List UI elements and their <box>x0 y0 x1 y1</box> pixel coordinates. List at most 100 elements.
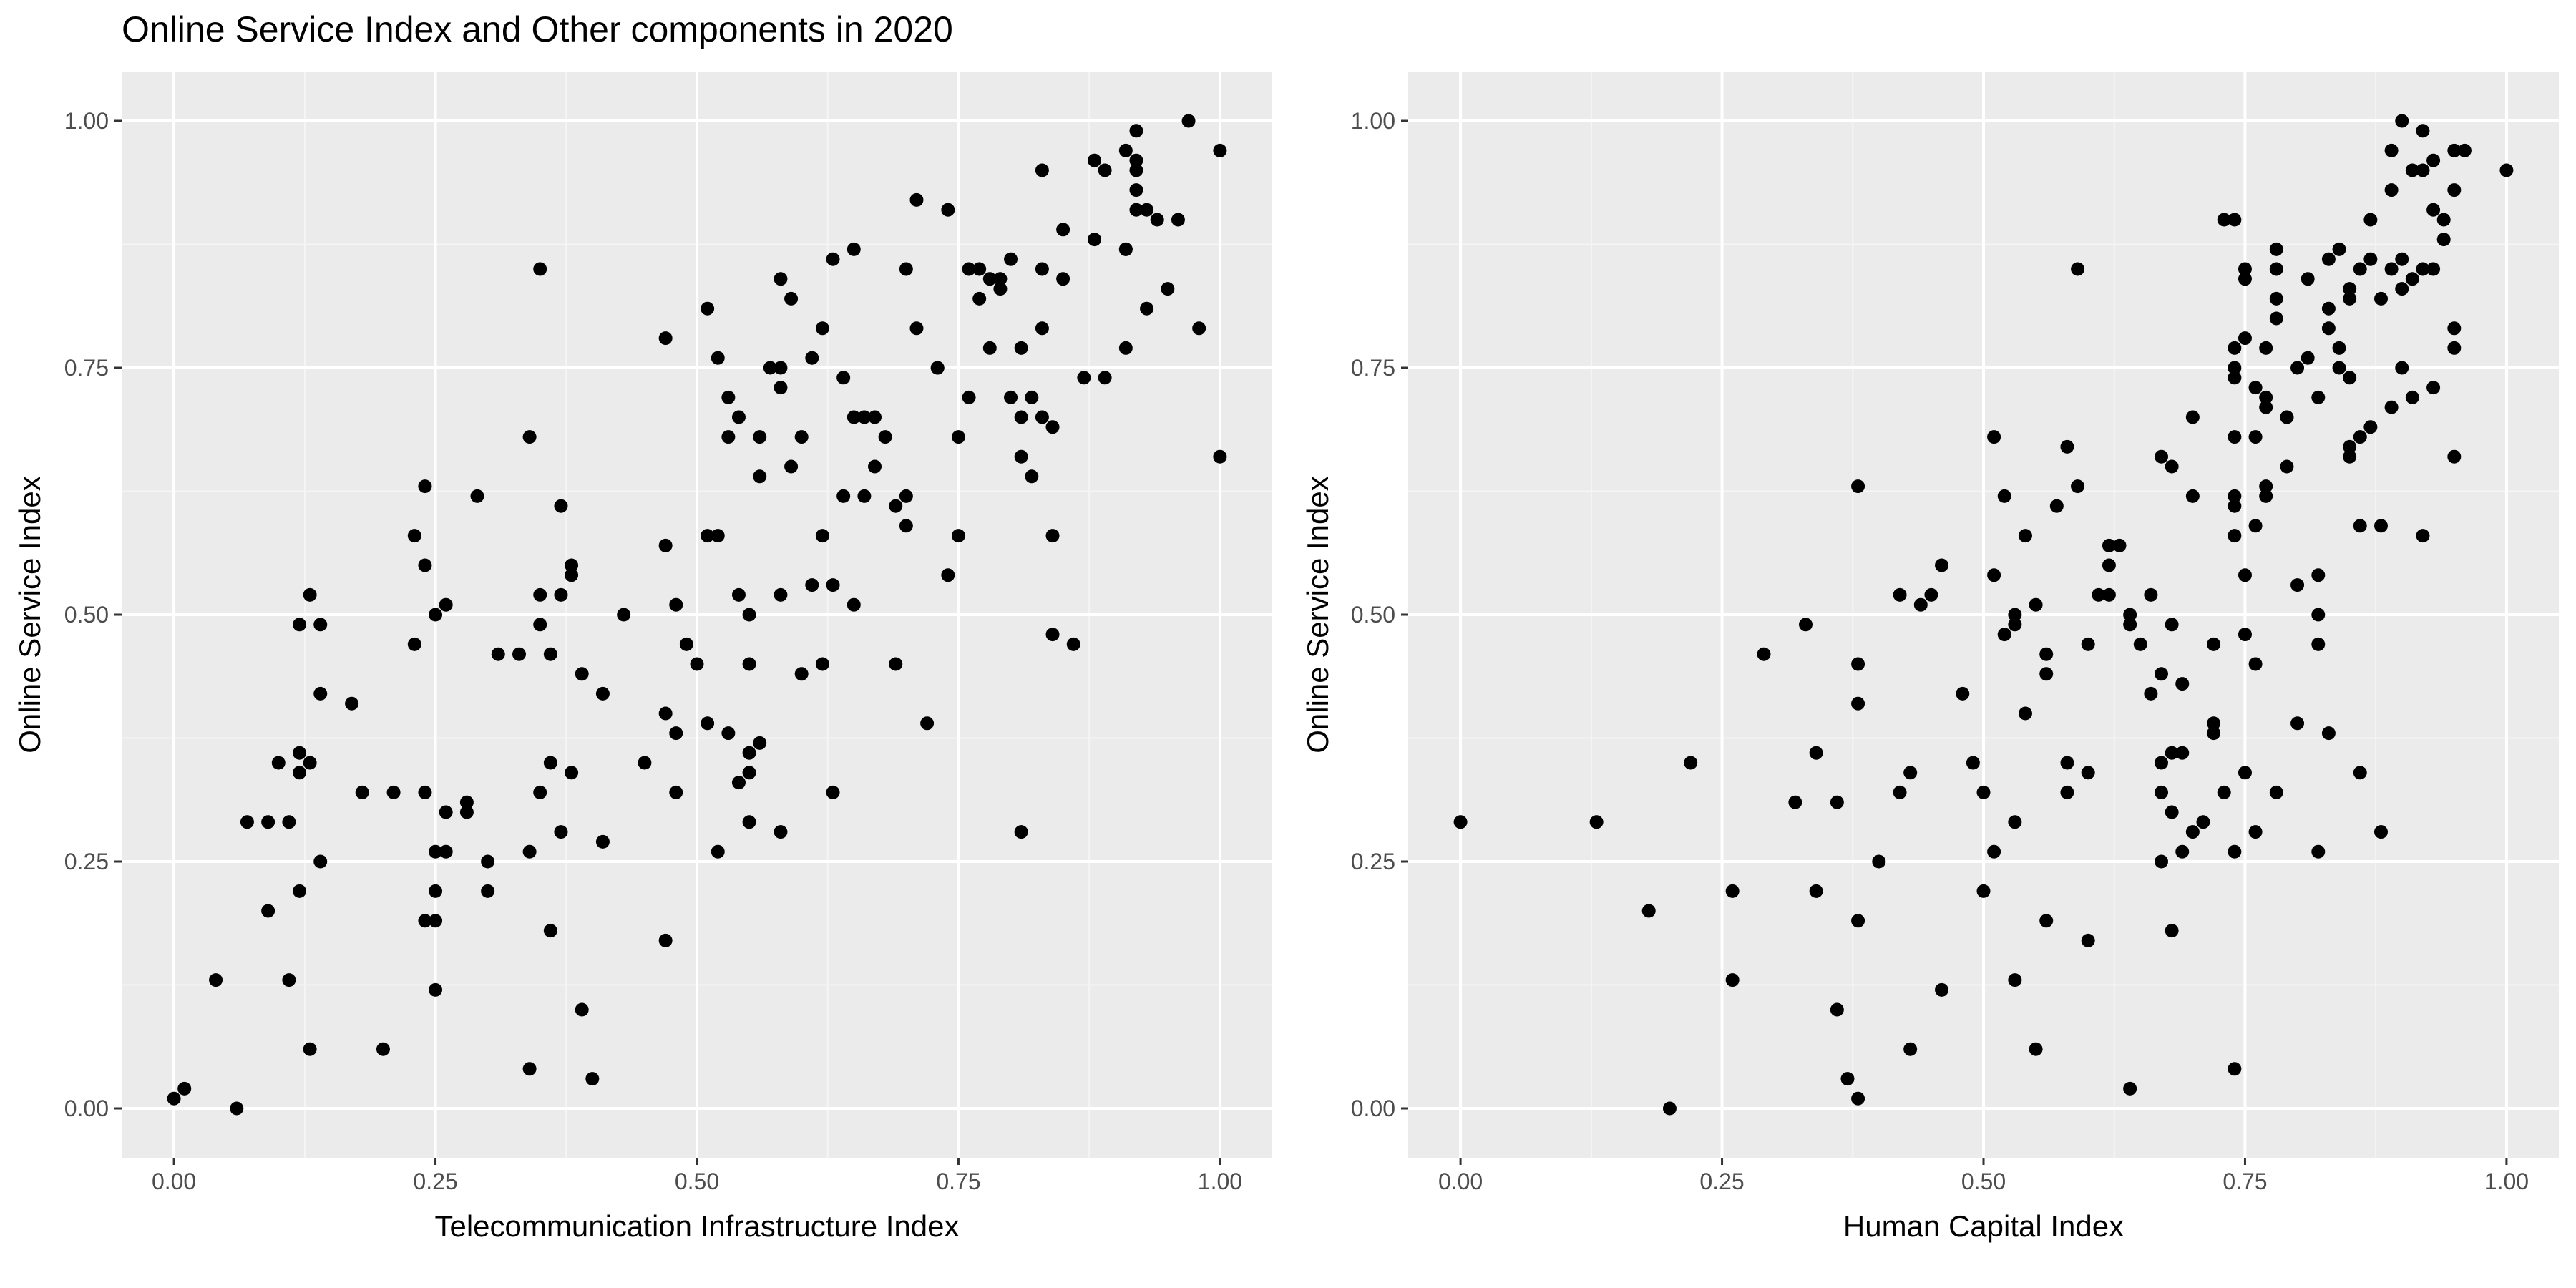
left-data-point <box>784 291 799 306</box>
left-data-point <box>701 301 715 316</box>
left-data-point <box>543 647 557 661</box>
left-data-point <box>742 746 756 760</box>
left-data-point <box>847 410 861 424</box>
right-data-point <box>2384 262 2399 276</box>
left-data-point <box>355 785 369 799</box>
right-x-tick-label: 0.50 <box>1961 1169 2006 1194</box>
left-data-point <box>1014 341 1028 355</box>
right-data-point <box>1662 1101 1677 1116</box>
left-data-point <box>753 430 767 444</box>
right-data-point <box>2259 341 2273 355</box>
left-data-point <box>1140 203 1154 217</box>
left-data-point <box>293 766 307 780</box>
right-data-point <box>2228 371 2242 385</box>
right-data-point <box>2259 390 2273 404</box>
left-data-point <box>711 844 725 859</box>
left-data-point <box>731 776 746 790</box>
left-data-point <box>1014 825 1028 839</box>
right-data-point <box>2248 519 2263 533</box>
right-data-point <box>2353 766 2367 780</box>
right-data-point <box>2373 825 2388 839</box>
right-data-point <box>2196 815 2210 829</box>
left-y-tick-label: 0.50 <box>64 602 109 628</box>
left-data-point <box>930 361 945 375</box>
right-data-point <box>2363 213 2378 227</box>
left-data-point <box>731 410 746 424</box>
left-x-tick-label: 1.00 <box>1198 1169 1242 1194</box>
right-data-point <box>2238 628 2252 642</box>
left-data-point <box>533 785 547 799</box>
left-data-point <box>972 262 987 276</box>
left-data-point <box>1025 469 1039 484</box>
right-data-point <box>1830 795 1844 809</box>
left-data-point <box>701 529 715 543</box>
right-data-point <box>1903 1042 1918 1056</box>
left-data-point <box>522 1062 537 1076</box>
right-y-tick-label: 1.00 <box>1351 108 1395 134</box>
right-data-point <box>2353 519 2367 533</box>
right-y-tick-label: 0.00 <box>1351 1096 1395 1121</box>
left-data-point <box>429 982 443 997</box>
left-data-point <box>784 459 799 474</box>
right-data-point <box>2426 203 2441 217</box>
left-data-point <box>439 844 453 859</box>
right-data-point <box>2343 449 2357 464</box>
right-data-point <box>2311 390 2326 404</box>
right-data-point <box>2238 331 2252 346</box>
left-data-point <box>1181 114 1196 128</box>
left-data-point <box>575 1002 589 1017</box>
right-data-point <box>2217 785 2231 799</box>
right-data-point <box>2123 618 2137 632</box>
right-data-point <box>1851 479 1865 494</box>
right-data-point <box>2018 529 2032 543</box>
left-data-point <box>293 746 307 760</box>
right-data-point <box>2081 637 2095 651</box>
left-data-point <box>774 381 788 395</box>
left-data-point <box>794 430 809 444</box>
left-data-point <box>711 529 725 543</box>
left-data-point <box>293 884 307 898</box>
left-data-point <box>836 371 851 385</box>
right-data-point <box>2165 459 2179 474</box>
left-data-point <box>418 479 432 494</box>
left-data-point <box>418 558 432 572</box>
left-data-point <box>721 390 736 404</box>
left-data-point <box>345 696 359 711</box>
left-data-point <box>941 568 955 582</box>
right-x-tick-label: 0.00 <box>1438 1169 1483 1194</box>
left-data-point <box>962 390 976 404</box>
left-data-point <box>177 1081 192 1096</box>
right-data-point <box>2102 558 2116 572</box>
left-data-point <box>554 587 568 602</box>
left-data-point <box>303 1042 317 1056</box>
right-data-point <box>1987 844 2001 859</box>
right-data-point <box>2416 529 2430 543</box>
right-data-point <box>1809 884 1823 898</box>
right-data-point <box>2185 489 2200 503</box>
right-data-point <box>2039 914 2054 928</box>
right-data-point <box>2269 291 2283 306</box>
left-data-point <box>909 192 924 207</box>
right-data-point <box>2008 815 2022 829</box>
right-data-point <box>2373 519 2388 533</box>
left-data-point <box>669 785 683 799</box>
left-data-point <box>617 608 631 622</box>
left-data-point <box>1004 252 1018 266</box>
left-data-point <box>459 795 474 809</box>
left-data-point <box>868 459 882 474</box>
right-data-point <box>2238 262 2252 276</box>
right-data-point <box>2426 153 2441 167</box>
left-data-point <box>1129 163 1143 177</box>
right-data-point <box>2155 756 2169 770</box>
right-data-point <box>1757 647 1771 661</box>
right-data-point <box>2238 766 2252 780</box>
right-data-point <box>2343 291 2357 306</box>
left-data-point <box>565 558 579 572</box>
left-data-point <box>753 736 767 750</box>
right-data-point <box>2207 637 2221 651</box>
right-data-point <box>2269 242 2283 256</box>
right-data-point <box>1851 657 1865 671</box>
right-data-point <box>1976 884 1991 898</box>
left-data-point <box>742 766 756 780</box>
right-data-point <box>2228 341 2242 355</box>
